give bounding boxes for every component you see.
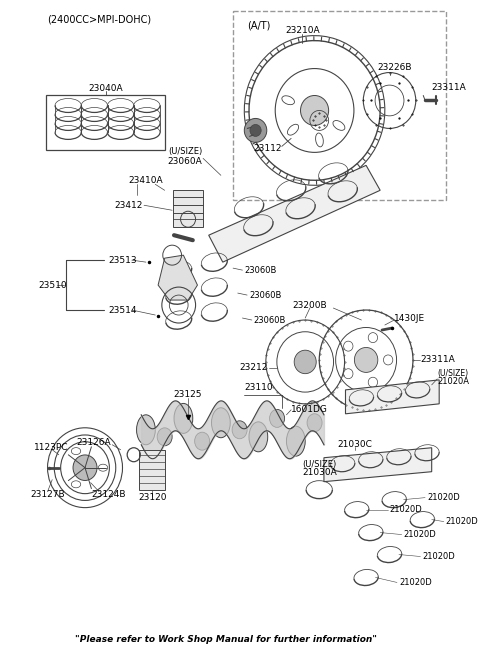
Ellipse shape [195,432,210,450]
Text: 23040A: 23040A [88,84,123,93]
Text: 23212: 23212 [240,364,268,373]
Text: 21020D: 21020D [422,552,455,561]
Text: (U/SIZE): (U/SIZE) [302,460,336,469]
Text: 23060B: 23060B [249,291,281,299]
Text: (U/SIZE): (U/SIZE) [168,147,202,156]
Polygon shape [324,448,432,481]
Polygon shape [173,191,203,227]
Ellipse shape [270,409,285,427]
Text: 23060A: 23060A [168,157,202,166]
Ellipse shape [212,408,230,438]
Text: 21020D: 21020D [427,493,460,502]
Text: (2400CC>MPI-DOHC): (2400CC>MPI-DOHC) [48,14,152,25]
Text: 23124B: 23124B [91,490,126,499]
Circle shape [300,96,329,125]
Polygon shape [158,255,197,300]
Text: 23412: 23412 [115,201,143,210]
Ellipse shape [287,426,305,456]
Text: 23510: 23510 [38,280,67,290]
Text: 23226B: 23226B [377,63,411,72]
Text: 21020A: 21020A [437,377,469,386]
Circle shape [73,455,97,481]
Text: 23060B: 23060B [253,316,286,324]
Text: 23513: 23513 [108,255,137,265]
Polygon shape [209,165,380,262]
Circle shape [294,350,316,373]
Text: 21020D: 21020D [399,578,432,587]
Text: 1123PC: 1123PC [34,443,68,452]
Text: (A/T): (A/T) [247,21,271,31]
Text: 23410A: 23410A [129,176,163,185]
Text: 21030C: 21030C [337,440,372,449]
Text: 1430JE: 1430JE [394,314,425,322]
Text: 23060B: 23060B [244,266,276,274]
Text: (U/SIZE): (U/SIZE) [437,369,468,379]
Ellipse shape [307,414,322,432]
Text: 23127B: 23127B [30,490,65,499]
Text: 23311A: 23311A [420,356,455,364]
Text: 21020D: 21020D [390,505,422,514]
Circle shape [354,347,378,373]
Text: 23110: 23110 [244,383,273,392]
Ellipse shape [157,428,172,446]
Text: 23112: 23112 [253,144,282,153]
Text: 23125: 23125 [174,390,203,400]
Text: 23514: 23514 [108,305,137,314]
Text: 21020D: 21020D [446,517,479,526]
Ellipse shape [232,421,247,439]
Ellipse shape [136,415,156,445]
Ellipse shape [174,403,193,434]
Text: 21020D: 21020D [404,530,436,539]
Polygon shape [346,380,439,414]
Text: 23200B: 23200B [293,301,327,310]
Text: 1601DG: 1601DG [291,405,328,415]
Polygon shape [139,450,165,490]
Ellipse shape [249,422,268,452]
Text: 23210A: 23210A [285,26,320,35]
Circle shape [250,124,261,136]
Text: 23311A: 23311A [432,83,467,92]
Circle shape [244,119,267,142]
Text: "Please refer to Work Shop Manual for further information": "Please refer to Work Shop Manual for fu… [74,635,377,645]
Text: 23120: 23120 [138,493,167,502]
Text: 21030A: 21030A [302,468,336,477]
Text: 23126A: 23126A [77,438,111,447]
